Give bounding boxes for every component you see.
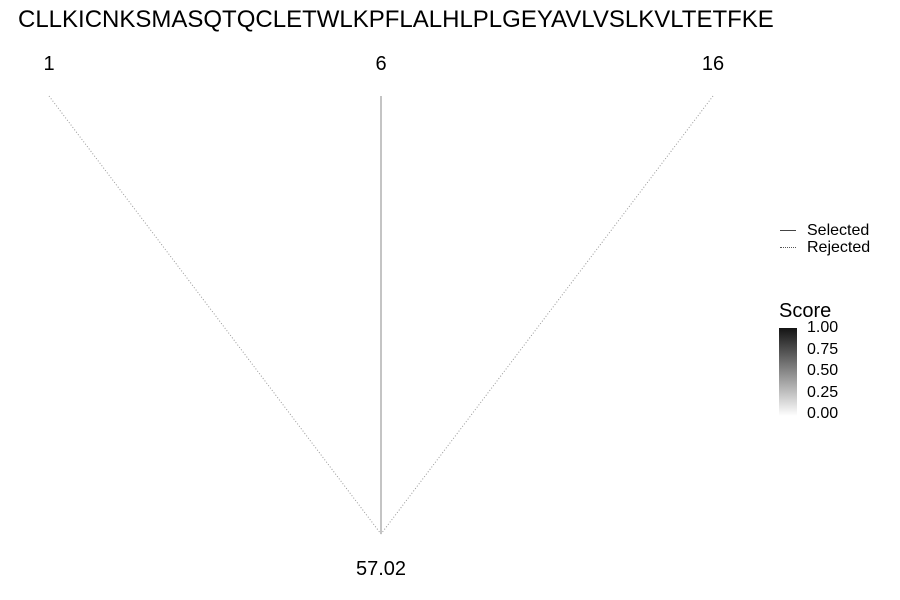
score-tick: 0.00 xyxy=(807,405,839,422)
position-label-2: 6 xyxy=(375,53,387,75)
legend-item-selected: Selected xyxy=(780,222,870,239)
score-tick-labels: 1.00 0.75 0.50 0.25 0.00 xyxy=(807,317,838,425)
peptide-sequence: CLLKICNKSMASQTQCLETWLKPFLALHLPLGEYAVLVSL… xyxy=(18,6,774,33)
score-tick: 0.25 xyxy=(807,383,839,401)
rejected-line-position-1 xyxy=(48,95,382,535)
legend-item-rejected: Rejected xyxy=(780,239,870,256)
position-label-3: 16 xyxy=(701,53,725,75)
score-legend-title: Score xyxy=(779,300,832,322)
position-label-1: 1 xyxy=(43,53,55,75)
line-type-legend: Selected Rejected xyxy=(780,222,870,256)
legend-label-selected: Selected xyxy=(807,221,870,239)
solid-line-swatch xyxy=(780,230,796,231)
score-gradient-bar xyxy=(779,328,797,416)
score-tick: 1.00 xyxy=(807,319,839,336)
mass-shift-label: 57.02 xyxy=(355,558,407,580)
dotted-line-swatch xyxy=(780,247,796,248)
score-legend: Score 1.00 0.75 0.50 0.25 0.00 xyxy=(779,300,838,425)
score-tick: 0.50 xyxy=(807,362,839,379)
score-tick: 0.75 xyxy=(807,340,839,358)
rejected-line-position-16 xyxy=(380,95,714,535)
legend-label-rejected: Rejected xyxy=(807,238,871,256)
